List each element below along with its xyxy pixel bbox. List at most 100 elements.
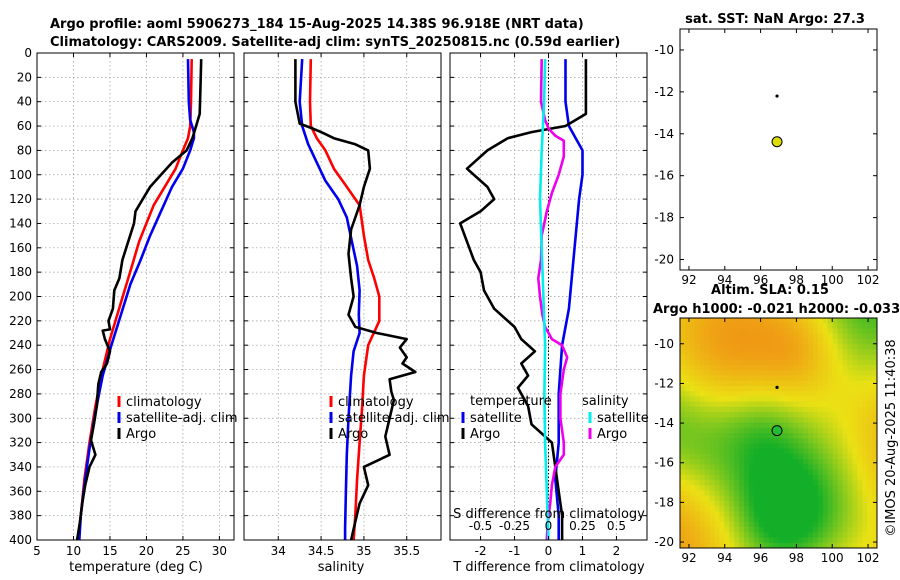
heatmap-cell	[862, 333, 868, 340]
y-tick-label: 280	[9, 387, 32, 401]
heatmap-cell	[862, 453, 868, 460]
heatmap-cell	[778, 464, 784, 470]
heatmap-cell	[684, 333, 691, 340]
heatmap-cell	[694, 396, 701, 403]
x-tick-label: 100	[821, 273, 844, 287]
heatmap-cell	[783, 521, 789, 528]
heatmap-cell	[857, 333, 863, 340]
heatmap-cell	[729, 422, 735, 429]
heatmap-cell	[763, 438, 770, 444]
heatmap-cell	[847, 527, 853, 533]
heatmap-cell	[837, 359, 843, 366]
x-tick-label: 34	[271, 544, 286, 558]
heatmap-cell	[852, 542, 858, 549]
heatmap-cell	[778, 328, 784, 335]
heatmap-cell	[719, 521, 725, 528]
heatmap-cell	[852, 464, 858, 470]
heatmap-cell	[827, 469, 834, 476]
heatmap-cell	[739, 443, 745, 450]
heatmap-cell	[872, 328, 878, 335]
heatmap-cell	[808, 542, 814, 549]
legend-label-argo: Argo	[338, 427, 368, 442]
heatmap-cell	[680, 542, 686, 549]
heatmap-cell	[832, 516, 838, 523]
heatmap-cell	[808, 422, 814, 429]
heatmap-cell	[729, 401, 735, 408]
heatmap-cell	[744, 495, 750, 502]
heatmap-cell	[729, 516, 735, 523]
heatmap-cell	[744, 333, 750, 340]
heatmap-cell	[827, 344, 834, 350]
heatmap-cell	[714, 443, 720, 450]
heatmap-cell	[778, 385, 784, 392]
heatmap-cell	[739, 485, 745, 491]
heatmap-cell	[803, 542, 809, 549]
heatmap-cell	[763, 354, 770, 361]
heatmap-cell	[758, 438, 765, 444]
heatmap-cell	[694, 344, 701, 350]
heatmap-cell	[867, 443, 873, 450]
heatmap-cell	[734, 333, 740, 340]
heatmap-cell	[862, 537, 868, 544]
heatmap-cell	[812, 542, 819, 549]
heatmap-cell	[734, 354, 740, 361]
map-frame	[679, 28, 878, 271]
heatmap-cell	[852, 485, 858, 491]
heatmap-cell	[803, 480, 809, 486]
heatmap-cell	[837, 328, 843, 335]
heatmap-cell	[744, 500, 750, 507]
argo-position-marker	[771, 425, 783, 437]
heatmap-cell	[699, 542, 706, 549]
heatmap-cell	[739, 427, 745, 434]
heatmap-cell	[822, 318, 829, 324]
heatmap-cell	[704, 359, 710, 366]
x-tick-label: 100	[821, 551, 844, 565]
heatmap-cell	[689, 375, 696, 382]
heatmap-cell	[768, 464, 774, 470]
heatmap-cell	[724, 448, 730, 455]
heatmap-cell	[847, 469, 853, 476]
heatmap-cell	[862, 490, 868, 497]
heatmap-cell	[832, 323, 838, 329]
heatmap-cell	[758, 396, 765, 403]
heatmap-cell	[680, 527, 686, 533]
heatmap-cell	[857, 338, 863, 345]
heatmap-cell	[689, 537, 696, 544]
heatmap-cell	[812, 511, 819, 518]
heatmap-cell	[778, 370, 784, 376]
heatmap-cell	[753, 370, 760, 376]
top-x-tick-label: 0	[545, 519, 553, 533]
heatmap-cell	[798, 427, 804, 434]
heatmap-cell	[724, 495, 730, 502]
heatmap-cell	[837, 427, 843, 434]
heatmap-cell	[832, 500, 838, 507]
heatmap-cell	[852, 511, 858, 518]
heatmap-cell	[798, 490, 804, 497]
heatmap-cell	[729, 328, 735, 335]
heatmap-cell	[808, 359, 814, 366]
heatmap-cell	[773, 417, 779, 423]
heatmap-cell	[768, 323, 774, 329]
heatmap-cell	[704, 448, 710, 455]
heatmap-cell	[753, 385, 760, 392]
heatmap-cell	[729, 443, 735, 450]
heatmap-cell	[817, 391, 824, 397]
heatmap-cell	[808, 459, 814, 465]
heatmap-cell	[778, 527, 784, 533]
heatmap-cell	[694, 422, 701, 429]
heatmap-cell	[763, 365, 770, 371]
heatmap-cell	[788, 417, 794, 423]
heatmap-cell	[684, 427, 691, 434]
heatmap-cell	[803, 521, 809, 528]
heatmap-cell	[768, 401, 774, 408]
heatmap-cell	[872, 474, 878, 481]
heatmap-cell	[857, 370, 863, 376]
heatmap-cell	[857, 490, 863, 497]
legend-label-t-argo: Argo	[470, 427, 500, 442]
heatmap-cell	[763, 391, 770, 397]
heatmap-cell	[788, 511, 794, 518]
heatmap-cell	[729, 506, 735, 512]
heatmap-cell	[867, 344, 873, 350]
heatmap-cell	[724, 370, 730, 376]
heatmap-cell	[714, 318, 720, 324]
